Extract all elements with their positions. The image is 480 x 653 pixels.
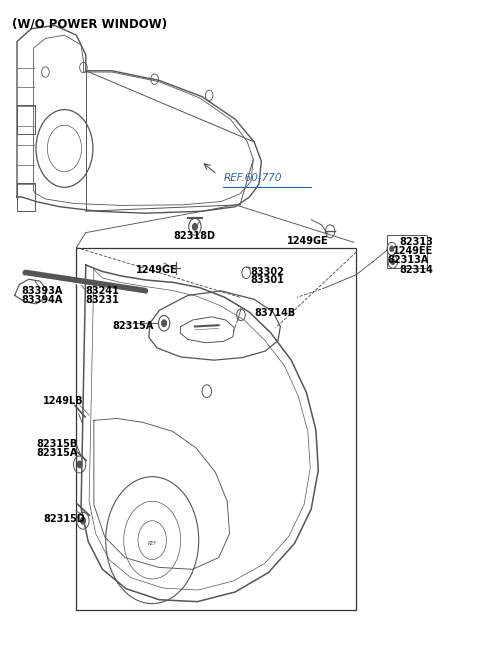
Text: 82315B: 82315B: [36, 439, 77, 449]
Text: 83302: 83302: [251, 267, 284, 277]
Text: 83714B: 83714B: [254, 308, 296, 319]
Circle shape: [77, 461, 82, 468]
Circle shape: [390, 246, 394, 251]
Text: REF.60-770: REF.60-770: [223, 172, 282, 183]
Text: 83301: 83301: [251, 276, 284, 285]
Text: REF: REF: [148, 541, 157, 546]
Circle shape: [162, 320, 167, 326]
Text: 83394A: 83394A: [22, 295, 63, 305]
Text: 1249GE: 1249GE: [287, 236, 328, 246]
Bar: [17, 183, 35, 212]
Text: (W/O POWER WINDOW): (W/O POWER WINDOW): [12, 17, 168, 30]
Text: 82315A: 82315A: [112, 321, 153, 331]
Text: 83393A: 83393A: [22, 287, 63, 296]
Text: 1249GE: 1249GE: [136, 265, 177, 275]
Circle shape: [192, 223, 197, 230]
Bar: [17, 105, 35, 134]
Text: 82315A: 82315A: [36, 447, 77, 458]
Text: 82314: 82314: [399, 265, 433, 275]
Text: 1249LB: 1249LB: [43, 396, 84, 406]
Text: 82313: 82313: [399, 237, 433, 247]
Text: 1249EE: 1249EE: [393, 246, 433, 256]
Circle shape: [81, 517, 85, 524]
Circle shape: [391, 259, 395, 264]
Text: 83231: 83231: [86, 295, 120, 305]
Text: 82315D: 82315D: [43, 515, 85, 524]
Bar: [387, 234, 427, 268]
Text: 83241: 83241: [86, 287, 120, 296]
Text: 82313A: 82313A: [387, 255, 429, 265]
Bar: [76, 247, 356, 610]
Text: 82318D: 82318D: [174, 231, 216, 241]
